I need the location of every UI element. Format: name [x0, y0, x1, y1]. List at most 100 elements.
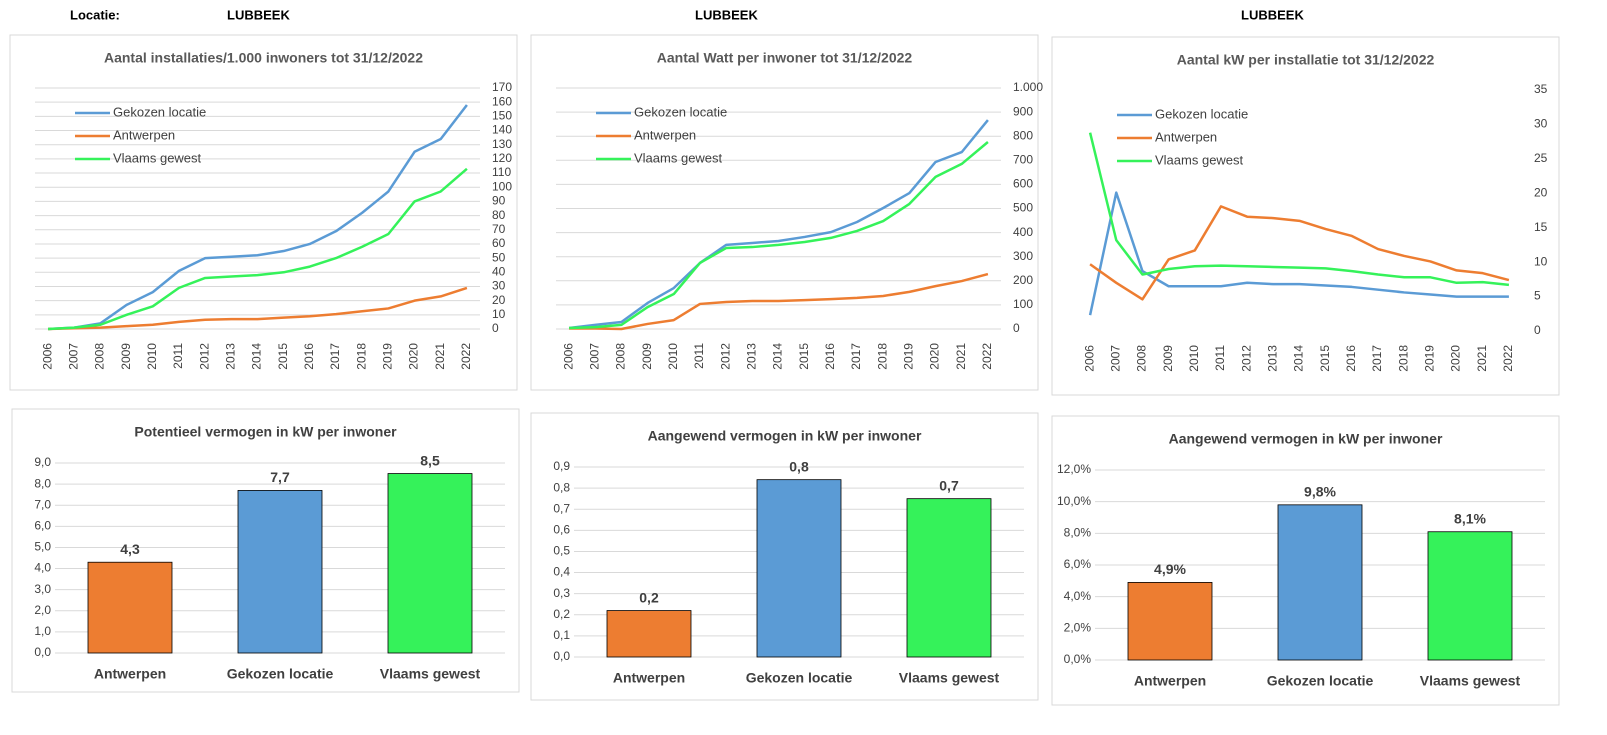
- x-tick-label: 2017: [328, 343, 342, 370]
- x-tick-label: 2013: [223, 343, 237, 370]
- x-tick-label: 2010: [145, 343, 159, 370]
- y-tick-label: 110: [492, 165, 511, 179]
- y-tick-label: 35: [1534, 82, 1548, 96]
- x-tick-label: 2022: [980, 343, 994, 370]
- y-tick-label: 2,0%: [1064, 621, 1092, 635]
- chart-title: Aangewend vermogen in kW per inwoner: [648, 428, 922, 444]
- legend-label: Gekozen locatie: [113, 104, 206, 119]
- y-tick-label: 30: [1534, 117, 1548, 131]
- bar: [1277, 504, 1363, 661]
- x-tick-label: 2018: [875, 343, 889, 370]
- y-tick-label: 0,0: [553, 649, 570, 663]
- x-tick-label: 2015: [797, 343, 811, 370]
- y-tick-label: 400: [1013, 225, 1033, 239]
- value-label: 9,8%: [1304, 484, 1336, 500]
- x-tick-label: 2009: [640, 343, 654, 370]
- x-tick-label: Vlaams gewest: [1420, 673, 1521, 689]
- x-tick-label: 2021: [1475, 345, 1489, 372]
- x-tick-label: 2010: [666, 343, 680, 370]
- y-tick-label: 2,0: [34, 603, 51, 617]
- bar: [756, 479, 842, 658]
- bar: [906, 498, 992, 658]
- y-tick-label: 0,1: [553, 628, 570, 642]
- x-tick-label: 2019: [1423, 345, 1437, 372]
- panel: [530, 34, 1039, 391]
- legend-label: Vlaams gewest: [113, 150, 202, 165]
- y-tick-label: 0,4: [553, 565, 570, 579]
- y-tick-label: 80: [492, 208, 506, 222]
- x-tick-label: Gekozen locatie: [227, 666, 334, 682]
- x-tick-label: Gekozen locatie: [1267, 673, 1374, 689]
- x-tick-label: 2021: [954, 343, 968, 370]
- y-tick-label: 0,5: [553, 544, 570, 558]
- x-tick-label: 2019: [902, 343, 916, 370]
- value-label: 7,7: [270, 469, 290, 485]
- y-tick-label: 0,2: [553, 607, 570, 621]
- x-tick-label: 2011: [692, 343, 706, 369]
- y-tick-label: 25: [1534, 151, 1548, 165]
- x-tick-label: 2013: [744, 343, 758, 370]
- chart-title: Aantal installaties/1.000 inwoners tot 3…: [104, 50, 423, 66]
- y-tick-label: 8,0: [34, 476, 51, 490]
- y-tick-label: 15: [1534, 220, 1548, 234]
- y-tick-label: 0,6: [553, 523, 570, 537]
- y-tick-label: 100: [1013, 297, 1033, 311]
- x-tick-label: 2021: [433, 343, 447, 370]
- bar: [87, 561, 173, 654]
- legend-label: Vlaams gewest: [1155, 152, 1244, 167]
- location-name: LUBBEEK: [1241, 7, 1304, 22]
- x-tick-label: 2014: [1292, 345, 1306, 372]
- location-name: LUBBEEK: [227, 7, 290, 22]
- y-tick-label: 12,0%: [1057, 462, 1091, 476]
- y-tick-label: 140: [492, 123, 512, 137]
- y-tick-label: 7,0: [34, 497, 51, 511]
- location-name: LUBBEEK: [695, 7, 758, 22]
- x-tick-label: 2015: [1318, 345, 1332, 372]
- x-tick-label: 2007: [66, 343, 80, 370]
- y-tick-label: 170: [492, 80, 512, 94]
- x-tick-label: 2007: [1108, 345, 1122, 372]
- bar: [237, 490, 323, 654]
- bar: [1127, 582, 1213, 661]
- x-tick-label: 2011: [1213, 345, 1227, 371]
- y-tick-label: 4,0%: [1064, 589, 1092, 603]
- x-tick-label: Antwerpen: [94, 666, 166, 682]
- x-tick-label: 2012: [1239, 345, 1253, 372]
- panel: [1051, 36, 1560, 396]
- x-tick-label: 2007: [587, 343, 601, 370]
- series-line: [48, 104, 468, 331]
- x-tick-label: 2019: [381, 343, 395, 370]
- value-label: 4,9%: [1154, 561, 1186, 577]
- x-tick-label: 2017: [849, 343, 863, 370]
- x-tick-label: 2012: [718, 343, 732, 370]
- series-line: [569, 272, 989, 331]
- y-tick-label: 6,0: [34, 519, 51, 533]
- series-line: [1089, 205, 1510, 301]
- y-tick-label: 130: [492, 137, 512, 151]
- legend-label: Antwerpen: [1155, 129, 1217, 144]
- y-tick-label: 9,0: [34, 455, 51, 469]
- legend-label: Vlaams gewest: [634, 150, 723, 165]
- y-tick-label: 0: [492, 321, 499, 335]
- y-tick-label: 300: [1013, 249, 1033, 263]
- y-tick-label: 50: [492, 250, 506, 264]
- x-tick-label: Antwerpen: [1134, 673, 1206, 689]
- x-tick-label: 2008: [1135, 345, 1149, 372]
- panel: [9, 34, 518, 391]
- y-tick-label: 0: [1534, 323, 1541, 337]
- series-line: [1088, 132, 1510, 287]
- legend-label: Gekozen locatie: [634, 104, 727, 119]
- y-tick-label: 120: [492, 151, 512, 165]
- bar: [606, 610, 692, 658]
- chart-title: Aantal Watt per inwoner tot 31/12/2022: [657, 50, 913, 66]
- bar: [1427, 531, 1513, 661]
- x-tick-label: 2016: [823, 343, 837, 370]
- x-tick-label: 2020: [928, 343, 942, 370]
- y-tick-label: 0,0: [34, 645, 51, 659]
- series-line: [1088, 191, 1509, 316]
- y-tick-label: 900: [1013, 104, 1033, 118]
- value-label: 0,2: [639, 589, 659, 605]
- y-tick-label: 30: [492, 279, 506, 293]
- series-line: [569, 141, 989, 330]
- value-label: 8,5: [420, 452, 440, 468]
